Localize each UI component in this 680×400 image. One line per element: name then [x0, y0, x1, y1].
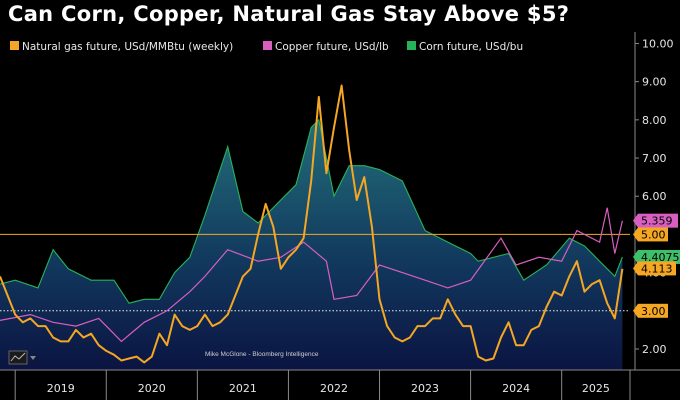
- legend-label-copper: Copper future, USd/lb: [275, 41, 389, 53]
- legend-label-gas: Natural gas future, USd/MMBtu (weekly): [22, 41, 233, 53]
- svg-text:5.359: 5.359: [641, 215, 673, 228]
- x-tick-label: 2023: [411, 382, 439, 395]
- x-axis: 2019 2020 2021 2022 2023 2024 2025: [0, 369, 680, 400]
- y-tick-label: 8.00: [642, 114, 667, 127]
- svg-text:5.00: 5.00: [641, 228, 666, 241]
- legend: Natural gas future, USd/MMBtu (weekly) C…: [6, 38, 536, 55]
- copper-last-value: 5.359: [633, 213, 678, 228]
- gas-series-line: [0, 84, 624, 364]
- chart-type-icon[interactable]: [8, 350, 36, 365]
- x-tick-label: 2022: [320, 382, 348, 395]
- x-tick-label: 2024: [502, 382, 530, 395]
- legend-swatch-corn: [407, 41, 416, 50]
- source-credit: Mike McGlone - Bloomberg Intelligence: [205, 351, 319, 358]
- x-tick-label: 2021: [229, 382, 257, 395]
- svg-text:3.00: 3.00: [641, 305, 666, 318]
- y-tick-label: 10.00: [642, 37, 674, 50]
- gas-last-value: 4.113: [633, 261, 676, 276]
- legend-swatch-copper: [263, 41, 272, 50]
- svg-text:4.4075: 4.4075: [641, 251, 680, 264]
- corn-area: [0, 119, 623, 370]
- legend-swatch-gas: [10, 41, 19, 50]
- y-tick-label: 9.00: [642, 76, 667, 89]
- ref-3-label: 3.00: [633, 303, 668, 318]
- ref-5-label: 5.00: [633, 227, 668, 242]
- chart-title: Can Corn, Copper, Natural Gas Stay Above…: [8, 2, 570, 26]
- x-tick-label: 2019: [47, 382, 75, 395]
- copper-series-line: [0, 207, 623, 343]
- y-tick-label: 2.00: [642, 343, 667, 356]
- y-tick-label: 6.00: [642, 190, 667, 203]
- x-tick-label: 2020: [138, 382, 166, 395]
- x-tick-label: 2025: [582, 382, 610, 395]
- y-tick-label: 7.00: [642, 152, 667, 165]
- corn-series-line: [0, 118, 623, 304]
- corn-last-value: 4.4075: [633, 249, 680, 264]
- legend-label-corn: Corn future, USd/bu: [419, 41, 523, 53]
- svg-text:4.113: 4.113: [641, 262, 673, 275]
